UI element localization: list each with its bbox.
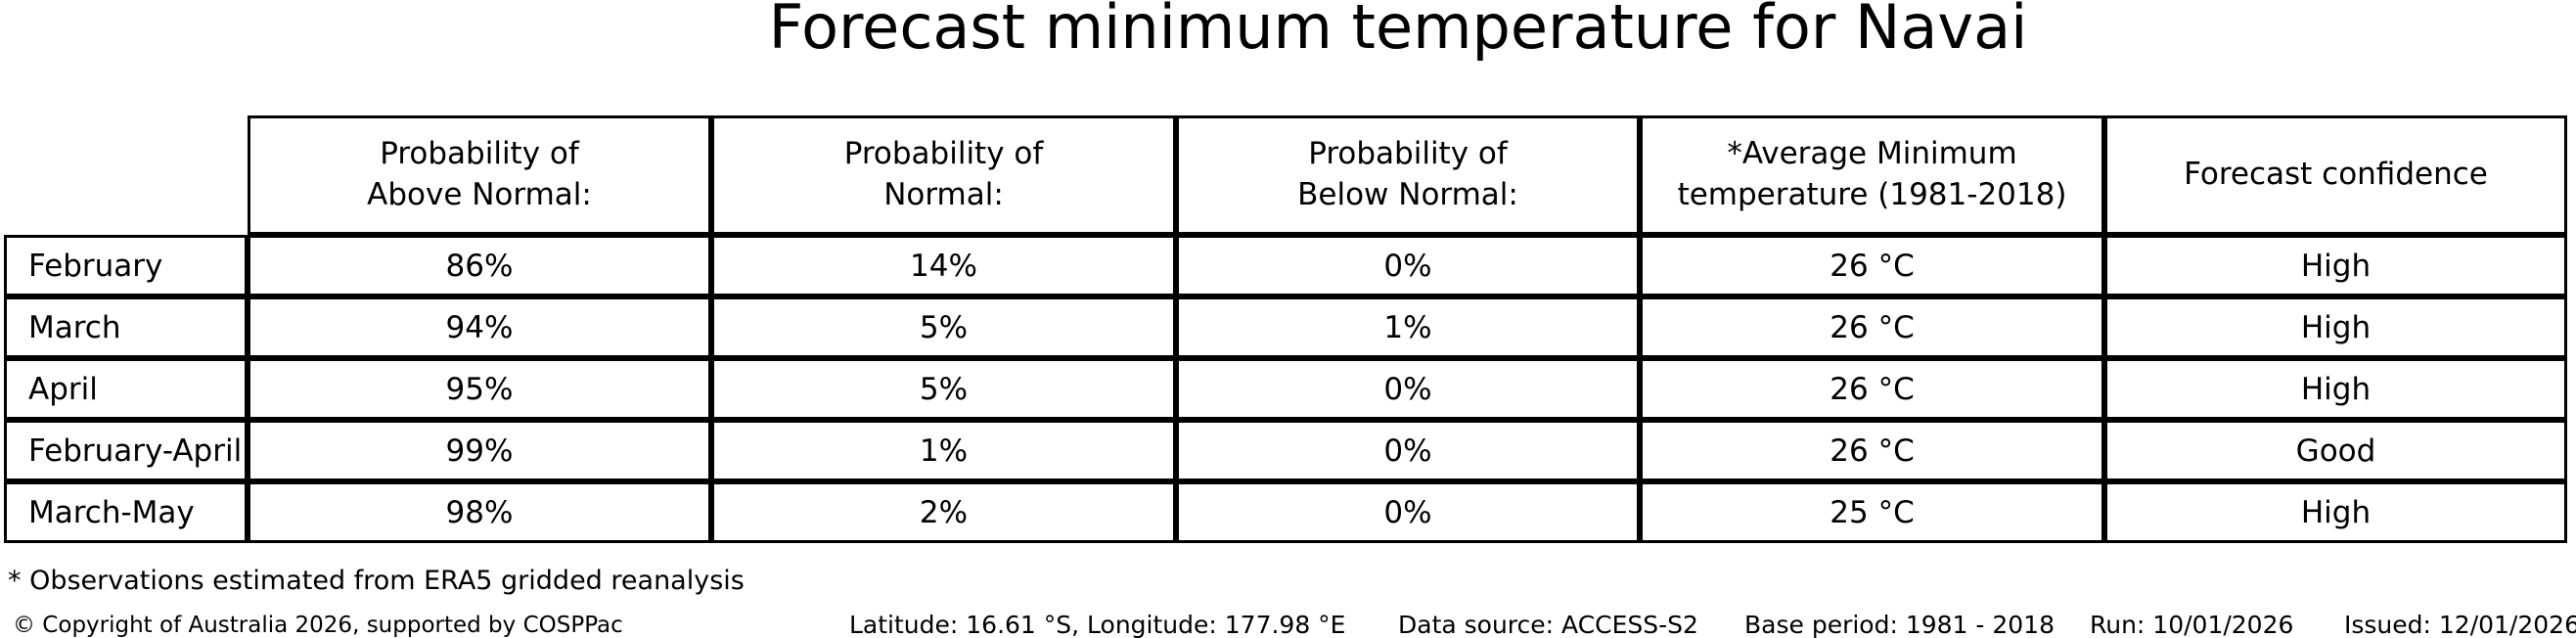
- prob-above-cell: 98%: [248, 481, 711, 543]
- table-row: February 86% 14% 0% 26 °C High: [4, 235, 2567, 296]
- avg-min-temp-cell: 26 °C: [1640, 420, 2104, 481]
- prob-normal-cell: 5%: [711, 358, 1176, 420]
- prob-above-cell: 94%: [248, 296, 711, 358]
- avg-min-temp-cell: 25 °C: [1640, 481, 2104, 543]
- prob-below-cell: 0%: [1176, 235, 1640, 296]
- column-header-prob-above: Probability of Above Normal:: [248, 115, 711, 235]
- confidence-cell: Good: [2104, 420, 2567, 481]
- column-header-forecast-confidence: Forecast confidence: [2104, 115, 2567, 235]
- forecast-table: Probability of Above Normal: Probability…: [4, 115, 2567, 543]
- prob-below-cell: 0%: [1176, 481, 1640, 543]
- avg-min-temp-cell: 26 °C: [1640, 235, 2104, 296]
- row-label-cell: March: [4, 296, 248, 358]
- prob-normal-cell: 14%: [711, 235, 1176, 296]
- confidence-cell: High: [2104, 235, 2567, 296]
- prob-below-cell: 1%: [1176, 296, 1640, 358]
- column-header-prob-normal: Probability of Normal:: [711, 115, 1176, 235]
- prob-below-cell: 0%: [1176, 420, 1640, 481]
- confidence-cell: High: [2104, 358, 2567, 420]
- footer-base-period: Base period: 1981 - 2018: [1744, 611, 2055, 638]
- avg-min-temp-cell: 26 °C: [1640, 296, 2104, 358]
- row-label-cell: April: [4, 358, 248, 420]
- prob-above-cell: 95%: [248, 358, 711, 420]
- figure-title: Forecast minimum temperature for Navai: [768, 0, 2028, 63]
- footer-location: Latitude: 16.61 °S, Longitude: 177.98 °E: [849, 611, 1346, 638]
- prob-normal-cell: 2%: [711, 481, 1176, 543]
- header-blank-cell: [4, 115, 248, 235]
- prob-normal-cell: 1%: [711, 420, 1176, 481]
- column-header-prob-below: Probability of Below Normal:: [1176, 115, 1640, 235]
- row-label-cell: February-April: [4, 420, 248, 481]
- footer-run: Run: 10/01/2026: [2090, 611, 2294, 638]
- footnote: * Observations estimated from ERA5 gridd…: [8, 566, 745, 596]
- header-row: Probability of Above Normal: Probability…: [4, 115, 2567, 235]
- table-row: March 94% 5% 1% 26 °C High: [4, 296, 2567, 358]
- confidence-cell: High: [2104, 296, 2567, 358]
- row-label-cell: February: [4, 235, 248, 296]
- table-row: April 95% 5% 0% 26 °C High: [4, 358, 2567, 420]
- prob-below-cell: 0%: [1176, 358, 1640, 420]
- confidence-cell: High: [2104, 481, 2567, 543]
- table-row: March-May 98% 2% 0% 25 °C High: [4, 481, 2567, 543]
- avg-min-temp-cell: 26 °C: [1640, 358, 2104, 420]
- table-body: February 86% 14% 0% 26 °C High March 94%…: [4, 235, 2567, 543]
- table-header: Probability of Above Normal: Probability…: [4, 115, 2567, 235]
- column-header-avg-min-temp: *Average Minimum temperature (1981-2018): [1640, 115, 2104, 235]
- prob-normal-cell: 5%: [711, 296, 1176, 358]
- footer-data-source: Data source: ACCESS-S2: [1398, 611, 1698, 638]
- table-row: February-April 99% 1% 0% 26 °C Good: [4, 420, 2567, 481]
- footer-issued: Issued: 12/01/2026: [2344, 611, 2576, 638]
- prob-above-cell: 86%: [248, 235, 711, 296]
- prob-above-cell: 99%: [248, 420, 711, 481]
- row-label-cell: March-May: [4, 481, 248, 543]
- footer-copyright: © Copyright of Australia 2026, supported…: [13, 613, 623, 638]
